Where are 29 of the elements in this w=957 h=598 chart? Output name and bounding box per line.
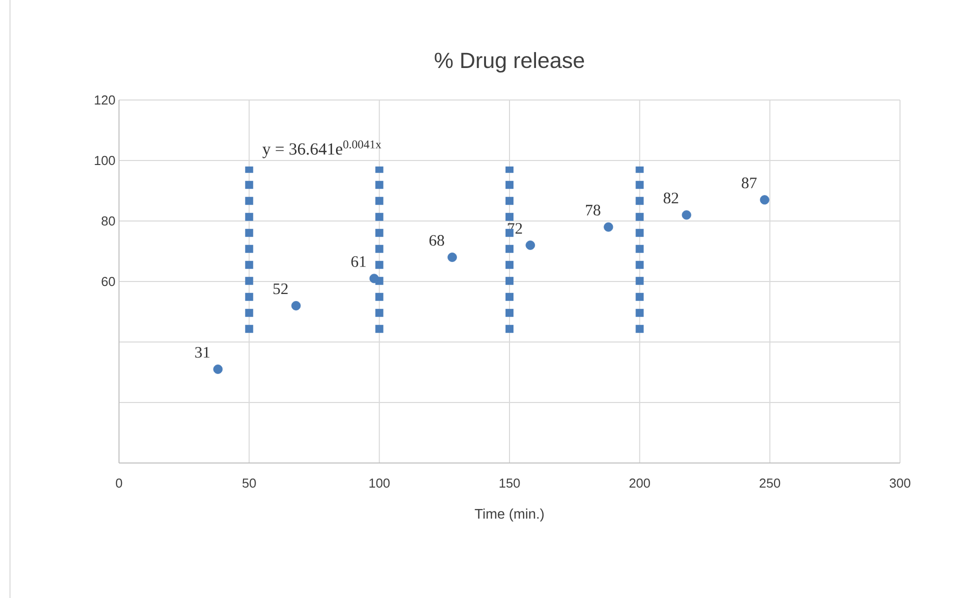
x-tick-label: 100	[370, 478, 390, 488]
point	[291, 301, 301, 310]
annotation: y = 36.641e$^{0.0041x}$	[262, 140, 382, 158]
x-axis-title: Time (min.)	[474, 508, 544, 522]
y-tick-label: 120	[94, 95, 115, 105]
point	[682, 210, 692, 220]
y-tick-label: 60	[102, 276, 115, 286]
point	[369, 274, 379, 284]
point	[760, 195, 770, 205]
data-label: 68	[429, 235, 444, 246]
data-label: 52	[273, 283, 288, 294]
point	[604, 222, 614, 232]
point	[213, 364, 223, 374]
y-tick-label: 100	[94, 156, 115, 166]
point	[448, 252, 457, 262]
x-tick-label: 150	[500, 478, 520, 488]
x-tick-label: 250	[760, 478, 780, 488]
x-tick-label: 200	[630, 478, 650, 488]
y-tick-label: 80	[102, 216, 115, 226]
chart-title: % Drug release	[434, 52, 584, 72]
data-label: 78	[586, 204, 600, 216]
x-tick-label: 300	[890, 478, 910, 488]
x-tick-label: 0	[116, 478, 122, 488]
data-label: 87	[742, 178, 757, 188]
x-tick-label: 50	[242, 478, 256, 488]
data-label: 82	[664, 192, 678, 204]
data-label: 61	[351, 256, 366, 267]
data-label: 31	[195, 347, 210, 358]
point	[526, 240, 536, 250]
